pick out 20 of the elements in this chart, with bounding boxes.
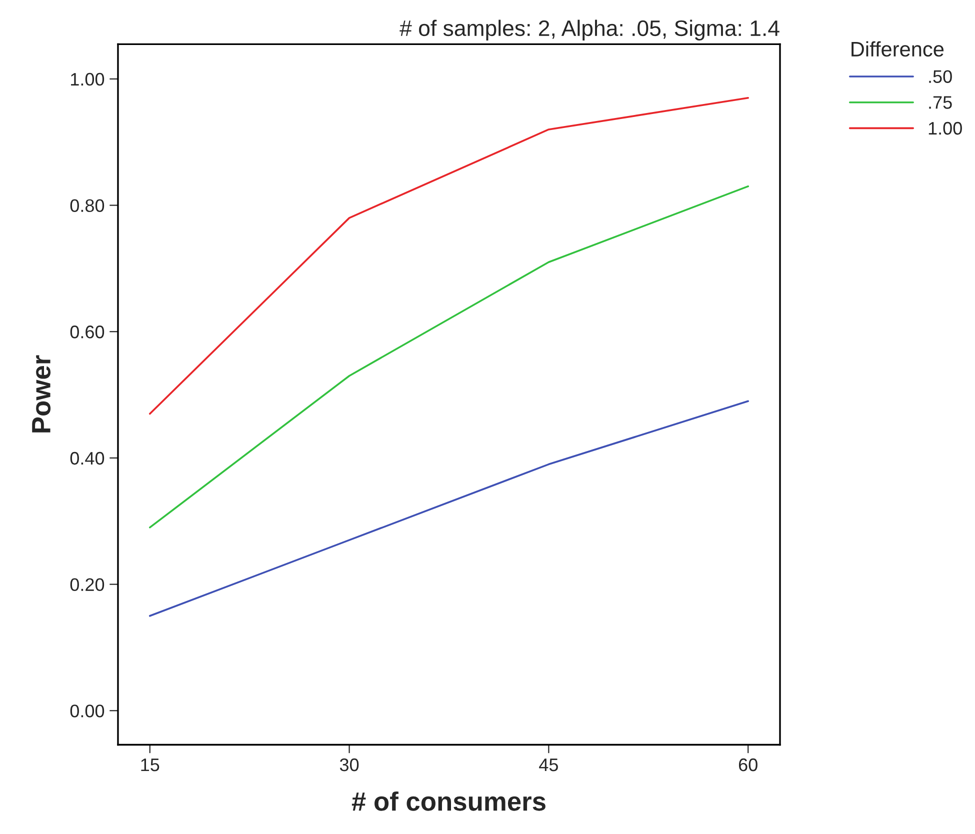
y-tick-label: 0.40 (70, 452, 104, 465)
x-axis-title: # of consumers (352, 791, 546, 811)
legend-label: .75 (929, 96, 952, 109)
line-series (148, 185, 749, 528)
legend-title: Difference (852, 41, 944, 57)
x-tick-label: 60 (738, 758, 758, 772)
legend-label: .50 (929, 70, 952, 83)
chart-title: # of samples: 2, Alpha: .05, Sigma: 1.4 (400, 20, 780, 40)
line-series (148, 96, 749, 415)
y-axis-title: Power (32, 355, 51, 432)
x-tick-label: 45 (539, 758, 558, 772)
y-tick-label: 0.20 (70, 578, 104, 592)
x-tick-label: 30 (340, 758, 359, 772)
legend-label: 1.00 (928, 122, 962, 135)
x-tick-label: 15 (141, 758, 160, 772)
y-tick-label: 0.00 (70, 704, 104, 718)
y-tick-label: 0.80 (70, 199, 104, 212)
y-tick-label: 0.60 (70, 326, 104, 338)
line-series (148, 400, 749, 617)
y-tick-label: 1.00 (71, 72, 104, 86)
